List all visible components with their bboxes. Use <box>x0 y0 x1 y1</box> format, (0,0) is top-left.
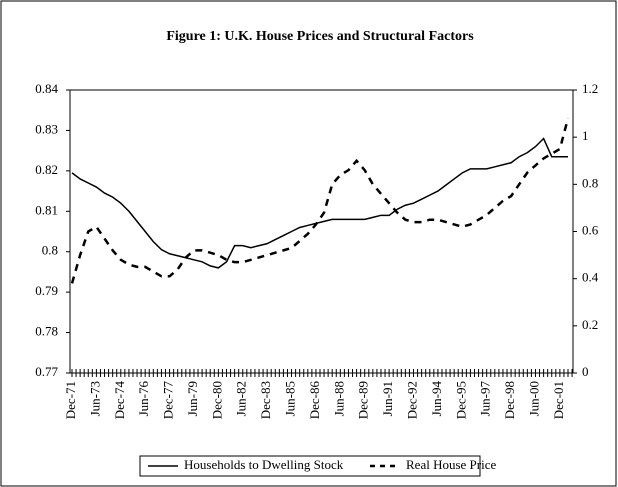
x-tick-label: Dec-86 <box>307 381 322 420</box>
y2-tick-label: 0.4 <box>582 270 599 285</box>
series-line <box>71 137 568 269</box>
x-tick-label: Jun-88 <box>331 381 346 416</box>
x-tick-label: Jun-91 <box>380 381 395 416</box>
x-tick-label: Dec-80 <box>209 381 224 419</box>
y-tick-label: 0.79 <box>35 283 58 298</box>
y-tick-label: 0.83 <box>35 121 58 136</box>
x-tick-label: Jun-94 <box>429 381 444 417</box>
y2-tick-label: 0.8 <box>582 175 598 190</box>
y2-tick-label: 1 <box>582 128 589 143</box>
x-tick-label: Dec-92 <box>404 381 419 419</box>
y2-tick-label: 0.6 <box>582 222 599 237</box>
x-tick-label: Jun-79 <box>185 381 200 416</box>
y-tick-label: 0.78 <box>35 324 58 339</box>
x-tick-label: Dec-83 <box>258 381 273 419</box>
legend-label: Households to Dwelling Stock <box>184 457 344 472</box>
x-tick-label: Dec-95 <box>453 381 468 419</box>
y2-tick-label: 0 <box>582 364 589 379</box>
x-tick-label: Jun-97 <box>478 381 493 417</box>
x-tick-label: Dec-71 <box>63 381 78 419</box>
legend-box <box>139 455 481 477</box>
x-tick-label: Jun-85 <box>283 381 298 416</box>
y-tick-label: 0.82 <box>35 162 58 177</box>
x-tick-label: Dec-98 <box>502 381 517 419</box>
y2-tick-label: 0.2 <box>582 317 598 332</box>
x-tick-label: Dec-74 <box>112 381 127 420</box>
x-tick-label: Jun-82 <box>234 381 249 416</box>
series-line <box>70 117 570 284</box>
chart-title: Figure 1: U.K. House Prices and Structur… <box>166 29 474 44</box>
x-tick-label: Dec-89 <box>356 381 371 419</box>
y-tick-label: 0.81 <box>35 202 58 217</box>
y-tick-label: 0.8 <box>42 243 58 258</box>
x-tick-label: Dec-01 <box>551 381 566 419</box>
y-tick-label: 0.77 <box>35 364 58 379</box>
x-tick-label: Jun-76 <box>136 381 151 417</box>
x-tick-label: Jun-73 <box>87 381 102 416</box>
x-tick-label: Dec-77 <box>161 381 176 420</box>
y-tick-label: 0.84 <box>35 81 58 96</box>
y2-tick-label: 1.2 <box>582 81 598 96</box>
legend-label: Real House Price <box>406 457 496 472</box>
x-tick-label: Jun-00 <box>526 381 541 416</box>
